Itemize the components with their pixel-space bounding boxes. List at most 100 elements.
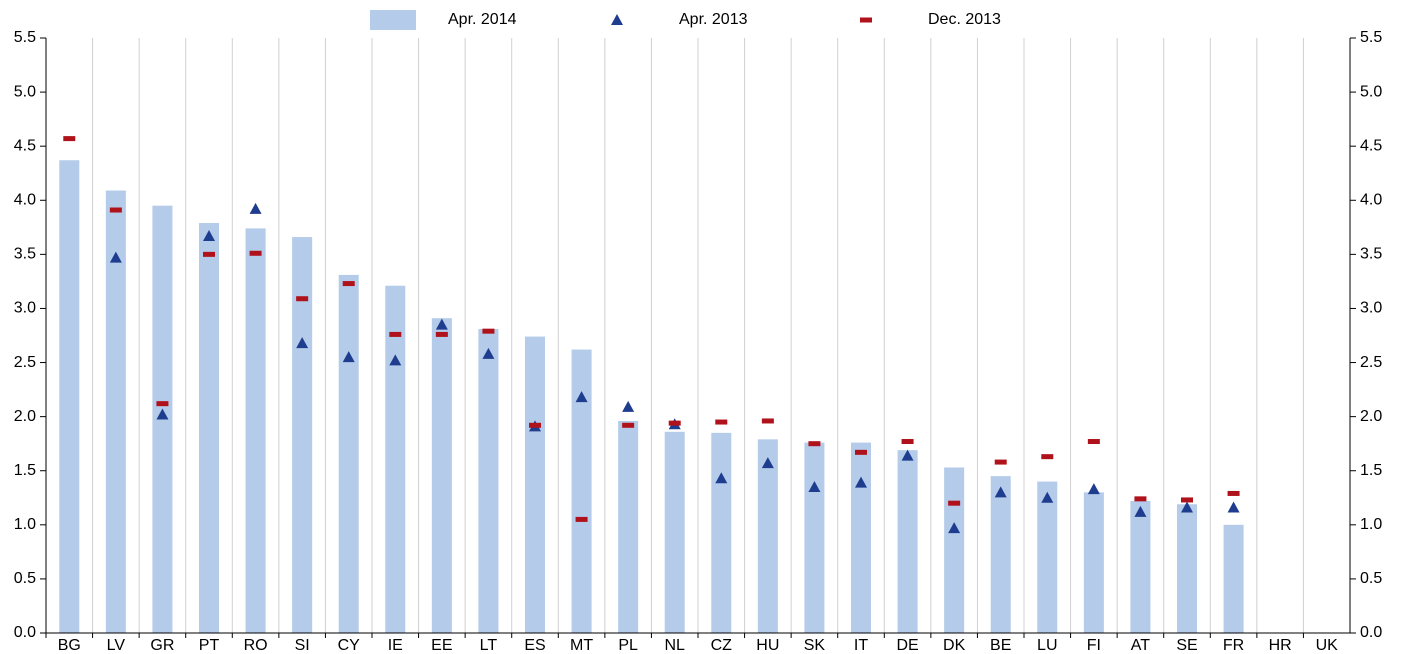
- triangle-marker: [1087, 483, 1100, 495]
- triangle-marker: [389, 354, 402, 366]
- bar: [1176, 504, 1198, 633]
- bar: [664, 431, 685, 633]
- y-tick-label: 3.5: [14, 246, 36, 263]
- bar: [571, 349, 592, 633]
- bar: [897, 450, 918, 633]
- bar: [618, 420, 639, 633]
- triangle-marker: [1227, 501, 1240, 513]
- x-tick-label: LU: [1037, 637, 1057, 654]
- y2-tick-label: 5.5: [1360, 29, 1382, 46]
- x-tick-label: BE: [990, 637, 1011, 654]
- dash-marker: [1087, 439, 1100, 445]
- y-tick-label: 0.0: [14, 624, 36, 641]
- bar: [105, 190, 126, 633]
- x-tick-label: HU: [756, 637, 779, 654]
- x-tick-label: DK: [943, 637, 966, 654]
- legend-swatch: [611, 14, 623, 25]
- y2-tick-label: 4.0: [1360, 191, 1382, 208]
- triangle-marker: [109, 251, 122, 263]
- y-tick-label: 3.0: [14, 300, 36, 317]
- x-tick-label: LT: [480, 637, 498, 654]
- dash-marker: [1041, 454, 1054, 460]
- x-tick-label: SK: [804, 637, 826, 654]
- x-tick-label: SI: [295, 637, 310, 654]
- bar: [198, 222, 220, 633]
- triangle-marker: [575, 391, 588, 403]
- y2-tick-label: 1.0: [1360, 516, 1382, 533]
- triangle-marker: [249, 202, 262, 214]
- x-tick-label: BG: [58, 637, 81, 654]
- y2-tick-label: 0.0: [1360, 624, 1382, 641]
- y-tick-label: 1.5: [14, 462, 36, 479]
- x-tick-label: ES: [524, 637, 545, 654]
- y-tick-label: 4.5: [14, 137, 36, 154]
- legend-swatch: [860, 17, 872, 23]
- bar: [524, 336, 546, 633]
- triangle-marker: [761, 457, 774, 469]
- dash-marker: [1181, 497, 1193, 503]
- triangle-marker: [435, 318, 448, 330]
- dash-marker: [249, 250, 262, 256]
- y-tick-label: 2.5: [14, 354, 36, 371]
- dash-marker: [109, 207, 122, 213]
- y2-tick-label: 3.5: [1360, 246, 1382, 263]
- dash-marker: [715, 419, 728, 425]
- triangle-marker: [948, 522, 961, 534]
- triangle-marker: [622, 400, 635, 412]
- y-tick-label: 5.5: [14, 29, 36, 46]
- x-tick-label: RO: [244, 637, 268, 654]
- bar: [338, 274, 359, 633]
- y-tick-label: 2.0: [14, 408, 36, 425]
- y-tick-label: 1.0: [14, 516, 36, 533]
- x-tick-label: AT: [1131, 637, 1150, 654]
- dash-marker: [529, 422, 541, 428]
- dash-marker: [948, 500, 961, 506]
- legend-swatch: [370, 10, 416, 30]
- dash-marker: [63, 136, 76, 142]
- triangle-marker: [901, 449, 914, 461]
- bar: [385, 285, 406, 633]
- dash-marker: [203, 251, 215, 257]
- triangle-marker: [715, 472, 728, 484]
- x-tick-label: LV: [107, 637, 126, 654]
- bar: [944, 467, 965, 633]
- y2-tick-label: 1.5: [1360, 462, 1382, 479]
- bar: [431, 318, 452, 633]
- dash-marker: [435, 331, 448, 337]
- triangle-marker: [342, 351, 355, 363]
- x-tick-label: FI: [1087, 637, 1101, 654]
- triangle-marker: [296, 337, 309, 349]
- x-tick-label: SE: [1176, 637, 1197, 654]
- x-tick-label: NL: [664, 637, 685, 654]
- y-tick-label: 5.0: [14, 83, 36, 100]
- x-tick-label: UK: [1316, 637, 1339, 654]
- legend-label: Dec. 2013: [928, 11, 1001, 28]
- bar: [757, 439, 778, 633]
- dash-marker: [622, 422, 635, 428]
- bar: [1223, 524, 1244, 633]
- triangle-marker: [1181, 501, 1193, 513]
- triangle-marker: [1041, 491, 1054, 503]
- x-tick-label: PT: [199, 637, 220, 654]
- y2-tick-label: 4.5: [1360, 137, 1382, 154]
- bar: [711, 432, 732, 633]
- x-tick-label: CY: [338, 637, 361, 654]
- y-tick-label: 4.0: [14, 191, 36, 208]
- triangle-marker: [855, 476, 867, 488]
- triangle-marker: [808, 480, 821, 492]
- dash-marker: [994, 459, 1007, 465]
- bar: [59, 160, 80, 633]
- dash-marker: [575, 516, 588, 522]
- x-tick-label: GR: [150, 637, 174, 654]
- x-tick-label: CZ: [711, 637, 733, 654]
- dash-marker: [156, 401, 169, 407]
- y2-tick-label: 2.5: [1360, 354, 1382, 371]
- dash-marker: [808, 441, 821, 447]
- dash-marker: [761, 418, 774, 424]
- x-tick-label: PL: [618, 637, 638, 654]
- triangle-marker: [994, 486, 1007, 498]
- x-tick-label: EE: [431, 637, 452, 654]
- bar: [245, 228, 266, 633]
- y2-tick-label: 3.0: [1360, 300, 1382, 317]
